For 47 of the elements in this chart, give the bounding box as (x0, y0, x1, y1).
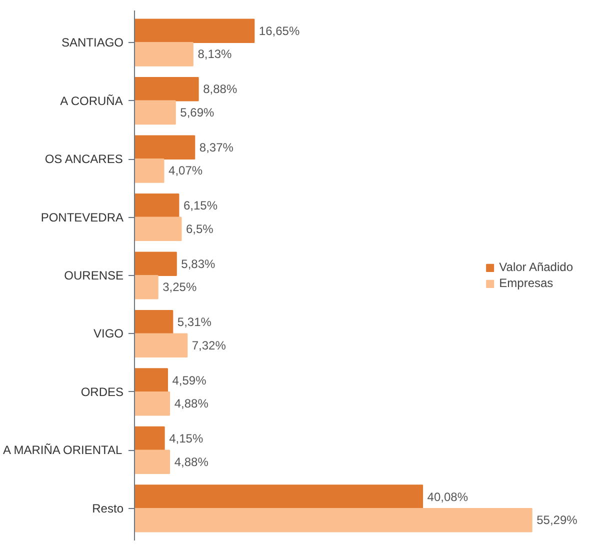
legend-label: Valor Añadido (499, 260, 573, 274)
y-tick-label: ORDES (80, 384, 124, 399)
bar (134, 275, 158, 300)
bar (134, 252, 177, 276)
y-tick-label: OS ANCARES (44, 152, 123, 166)
data-label: 5,83% (181, 256, 216, 271)
bar (134, 484, 424, 509)
bar (134, 508, 532, 532)
y-tick-label: Resto (92, 501, 124, 516)
data-label: 8,13% (198, 47, 232, 62)
data-label: 55,29% (536, 513, 578, 528)
bar (134, 333, 188, 358)
data-label: 16,65% (258, 24, 300, 38)
bar (134, 135, 196, 160)
bar (134, 310, 174, 334)
data-label: 4,15% (169, 432, 204, 446)
data-label: 4,59% (172, 373, 207, 388)
legend-label: Empresas (499, 276, 554, 290)
data-label: 3,25% (162, 280, 197, 294)
y-tick-label: SANTIAGO (61, 36, 124, 50)
data-label: 5,31% (177, 315, 212, 330)
bar (134, 158, 164, 183)
bar (134, 368, 168, 392)
y-tick-label: PONTEVEDRA (40, 210, 124, 224)
data-label: 5,69% (180, 105, 215, 120)
bar (134, 100, 176, 125)
bar (134, 426, 165, 451)
bar (134, 76, 199, 102)
bar (134, 216, 182, 242)
data-label: 4,88% (174, 454, 209, 469)
data-label: 8,37% (199, 140, 234, 154)
bar (134, 391, 170, 416)
data-label: 40,08% (427, 490, 468, 504)
data-label: 8,88% (203, 82, 238, 96)
bar (134, 193, 180, 218)
data-label: 4,07% (168, 164, 203, 178)
y-tick-label: VIGO (93, 326, 124, 341)
bar (134, 450, 170, 474)
data-label: 6,15% (183, 198, 218, 213)
bar (134, 42, 194, 66)
data-label: 4,88% (174, 396, 209, 411)
data-label: 7,32% (192, 338, 226, 352)
y-tick-label: A CORUÑA (60, 94, 123, 108)
bar (134, 18, 255, 44)
data-label: 6,5% (186, 222, 214, 236)
y-tick-label: A MARIÑA ORIENTAL (3, 443, 122, 458)
y-tick-label: OURENSE (64, 268, 124, 282)
